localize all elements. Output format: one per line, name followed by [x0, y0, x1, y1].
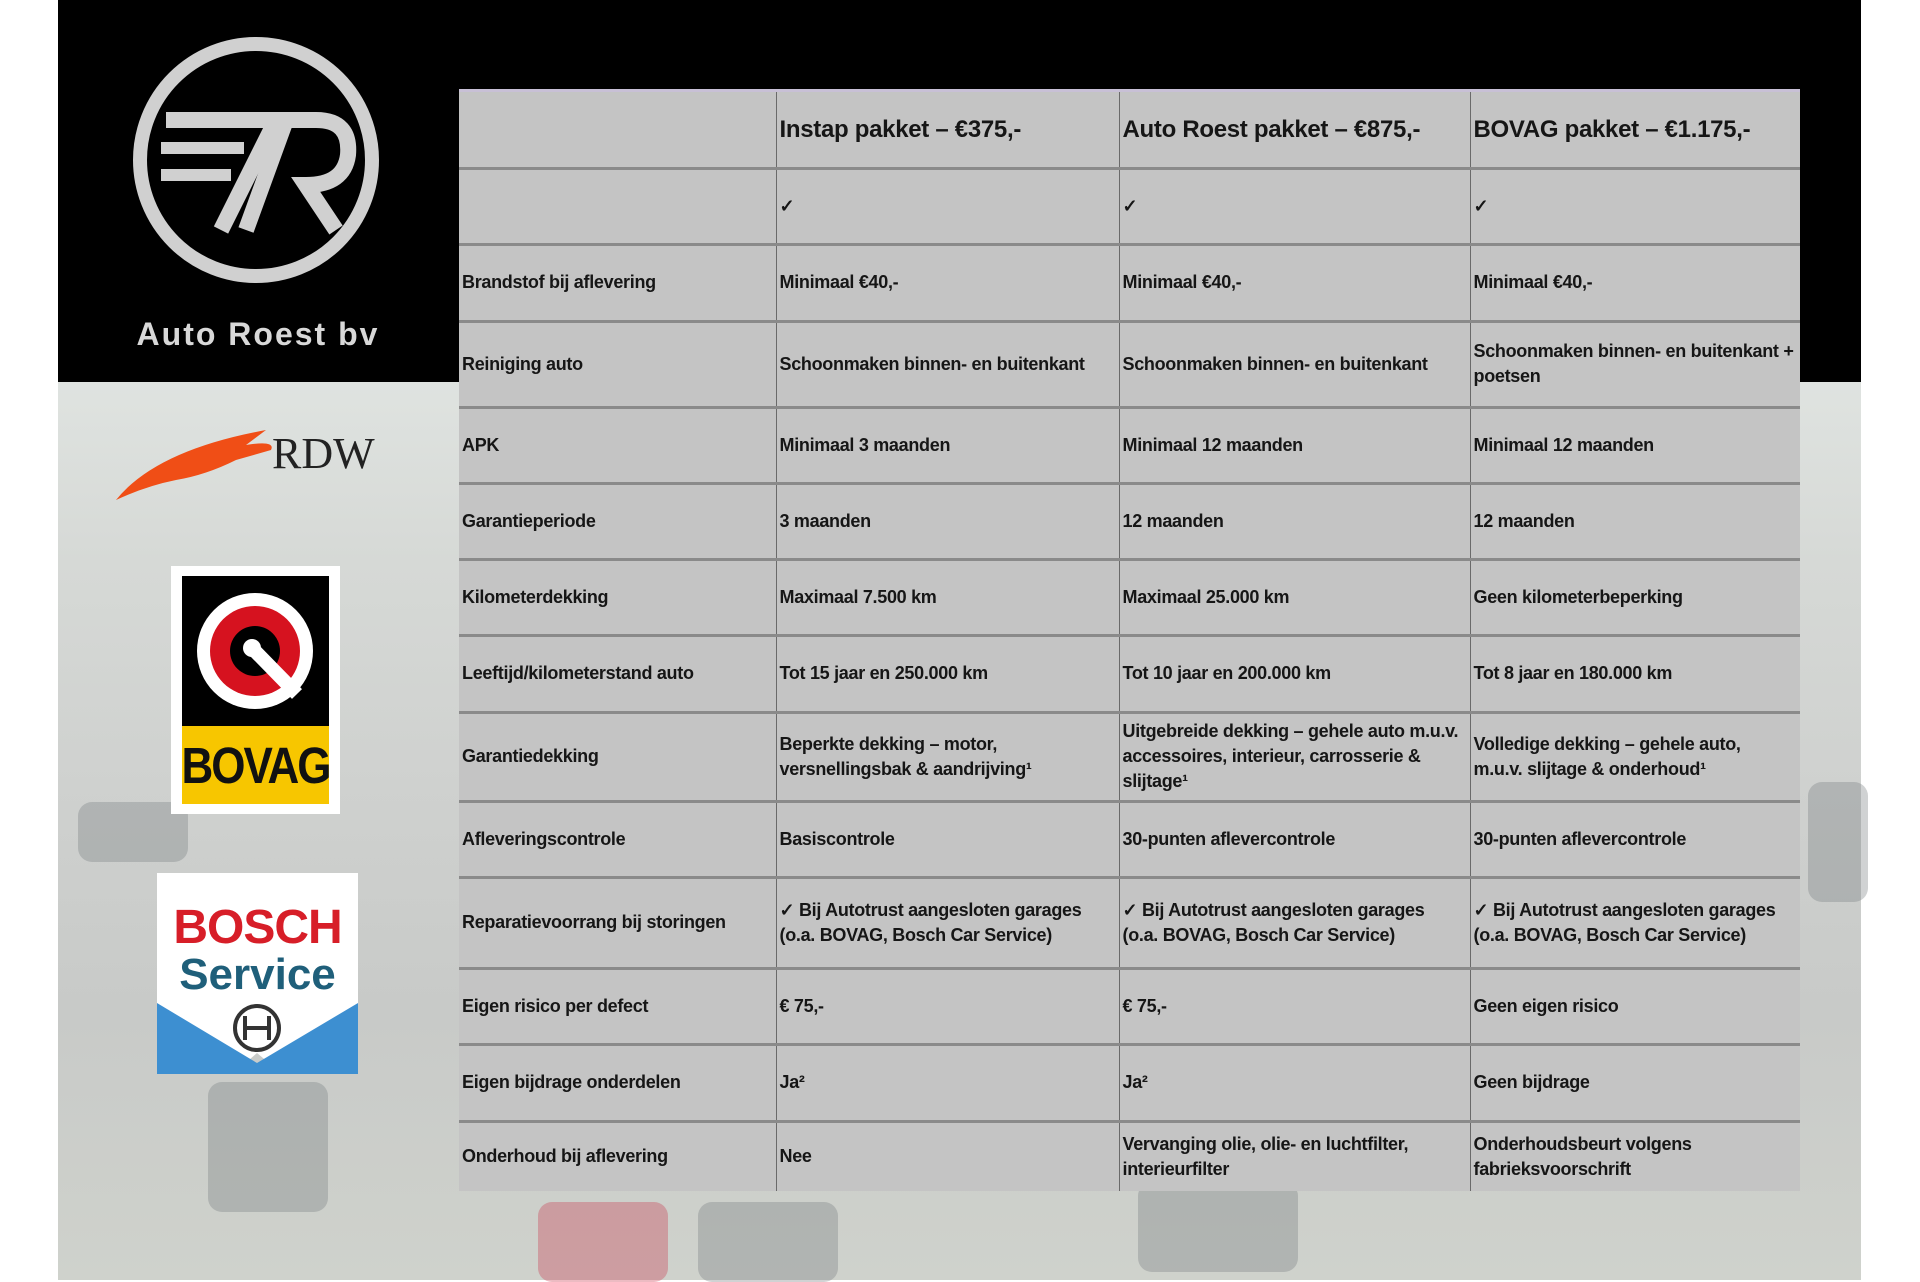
- table-row: Garantieperiode 3 maanden 12 maanden 12 maa…: [459, 483, 1800, 561]
- table-cell: 30-punten aflevercontrole: [1119, 801, 1471, 879]
- table-cell: 12 maanden: [1470, 483, 1800, 561]
- table-cell: Tot 10 jaar en 200.000 km: [1119, 635, 1471, 714]
- row-label: Onderhoud bij aflevering: [459, 1121, 777, 1191]
- table-cell: Beperkte dekking – motor, versnellingsba…: [776, 712, 1120, 803]
- column-header: Auto Roest pakket – €875,-: [1119, 92, 1471, 170]
- table-cell: ✓: [1470, 168, 1800, 246]
- table-row: Onderhoud bij aflevering Nee Vervanging ol…: [459, 1121, 1800, 1191]
- table-cell: € 75,-: [1119, 968, 1471, 1046]
- table-cell: ✓ Bij Autotrust aangesloten garages (o.a…: [776, 877, 1120, 970]
- row-label: APK: [459, 407, 777, 485]
- row-label: Garantiedekking: [459, 712, 777, 803]
- table-cell: Maximaal 25.000 km: [1119, 559, 1471, 637]
- table-cell: Volledige dekking – gehele auto, m.u.v. …: [1470, 712, 1800, 803]
- row-label: Reparatievoorrang bij storingen: [459, 877, 777, 970]
- table-row: Eigen risico per defect € 75,- € 75,- Geen …: [459, 968, 1800, 1046]
- bosch-service-logo: [157, 873, 358, 1074]
- table-cell: Uitgebreide dekking – gehele auto m.u.v.…: [1119, 712, 1471, 803]
- bosch-logo-text: BOSCH: [173, 901, 342, 954]
- auto-roest-logo: [133, 37, 379, 283]
- table-row: Kilometerdekking Maximaal 7.500 km Maximaa…: [459, 559, 1800, 637]
- bovag-logo: BOVAG: [171, 566, 340, 814]
- table-cell: Schoonmaken binnen- en buitenkant: [1119, 321, 1471, 409]
- table-cell: Onderhoudsbeurt volgens fabrieksvoorschr…: [1473, 1133, 1692, 1179]
- table-cell: ✓: [1119, 168, 1471, 246]
- table-cell: Minimaal 12 maanden: [1470, 407, 1800, 485]
- bovag-logo-text: BOVAG: [181, 738, 331, 795]
- brand-name: Auto Roest bv: [136, 316, 380, 352]
- row-label: Eigen risico per defect: [459, 968, 777, 1046]
- table-cell: Tot 8 jaar en 180.000 km: [1470, 635, 1800, 714]
- row-label: Reiniging auto: [459, 321, 777, 409]
- table-cell: Minimaal €40,-: [1119, 244, 1471, 323]
- table-cell: 30-punten aflevercontrole: [1470, 801, 1800, 879]
- table-row: Reparatievoorrang bij storingen ✓ Bij Aut…: [459, 877, 1800, 970]
- table-row: APK Minimaal 3 maanden Minimaal 12 maanden…: [459, 407, 1800, 485]
- column-header: [459, 92, 777, 170]
- row-label: Afleveringscontrole: [459, 801, 777, 879]
- table-cell: Schoonmaken binnen- en buitenkant + poet…: [1470, 321, 1800, 409]
- rdw-logo-text: RDW: [272, 429, 375, 478]
- table-row: Reiniging auto Schoonmaken binnen- en bui…: [459, 321, 1800, 409]
- table-cell: 3 maanden: [776, 483, 1120, 561]
- row-label: Kilometerdekking: [459, 559, 777, 637]
- table-cell: ✓ Bij Autotrust aangesloten garages (o.a…: [1470, 877, 1800, 970]
- table-cell: Ja²: [1119, 1044, 1471, 1123]
- bosch-service-text: Service: [179, 950, 336, 999]
- column-header: BOVAG pakket – €1.175,-: [1470, 92, 1800, 170]
- table-row: Garantiedekking Beperkte dekking – motor,…: [459, 712, 1800, 803]
- column-header: Instap pakket – €375,-: [776, 92, 1120, 170]
- table-row: Afleveringscontrole Basiscontrole 30-punte…: [459, 801, 1800, 879]
- table-cell: Ja²: [776, 1044, 1120, 1123]
- row-label: Garantieperiode: [459, 483, 777, 561]
- table-cell: ✓ Bij Autotrust aangesloten garages (o.a…: [1119, 877, 1471, 970]
- table-row: Brandstof bij aflevering Minimaal €40,- Mi…: [459, 244, 1800, 323]
- table-cell: Nee: [776, 1121, 1120, 1191]
- package-comparison-table: Instap pakket – €375,- Auto Roest pakket …: [459, 89, 1800, 1191]
- row-label: [459, 168, 777, 246]
- rdw-logo: [116, 430, 272, 500]
- row-label: Leeftijd/kilometerstand auto: [459, 635, 777, 714]
- table-cell: Minimaal 3 maanden: [776, 407, 1120, 485]
- row-label: Eigen bijdrage onderdelen: [459, 1044, 777, 1123]
- table-row: Eigen bijdrage onderdelen Ja² Ja² Geen bijd…: [459, 1044, 1800, 1123]
- table-cell: Geen kilometerbeperking: [1470, 559, 1800, 637]
- table-cell: 12 maanden: [1119, 483, 1471, 561]
- table-cell: Schoonmaken binnen- en buitenkant: [776, 321, 1120, 409]
- table-cell: Vervanging olie, olie- en luchtfilter, i…: [1119, 1121, 1471, 1191]
- table-cell: € 75,-: [776, 968, 1120, 1046]
- table-cell: Minimaal €40,-: [776, 244, 1120, 323]
- row-label: Brandstof bij aflevering: [459, 244, 777, 323]
- table-row: ✓ ✓ ✓: [459, 168, 1800, 246]
- table-cell: Minimaal €40,-: [1470, 244, 1800, 323]
- table-cell: ✓: [776, 168, 1120, 246]
- table-header-row: Instap pakket – €375,- Auto Roest pakket …: [459, 92, 1800, 170]
- table-cell: Geen bijdrage: [1470, 1044, 1800, 1123]
- table-cell: Geen eigen risico: [1470, 968, 1800, 1046]
- table-cell: Minimaal 12 maanden: [1119, 407, 1471, 485]
- table-cell: Tot 15 jaar en 250.000 km: [776, 635, 1120, 714]
- table-row: Leeftijd/kilometerstand auto Tot 15 jaar …: [459, 635, 1800, 714]
- table-cell: Maximaal 7.500 km: [776, 559, 1120, 637]
- table-cell: Basiscontrole: [776, 801, 1120, 879]
